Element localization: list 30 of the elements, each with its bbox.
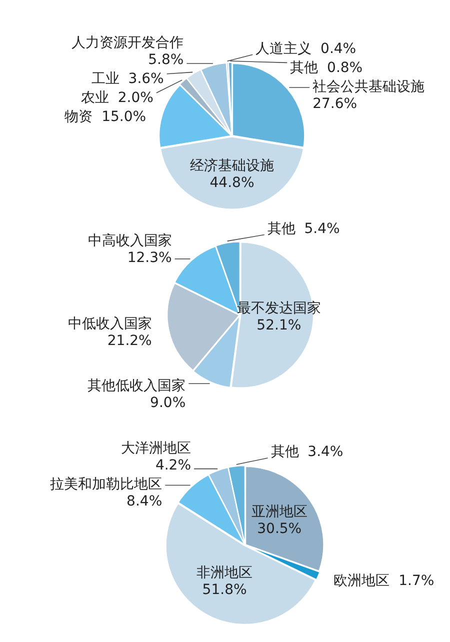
data-label: 21.2% (107, 333, 152, 350)
slice-label: 工业 3.6% (91, 71, 164, 88)
slice-label: 中高收入国家 (88, 233, 172, 250)
data-label: 12.3% (127, 250, 172, 266)
slice-label: 欧洲地区 1.7% (334, 572, 434, 589)
data-label: 8.4% (126, 494, 162, 510)
data-label: 44.8% (210, 175, 254, 192)
slice-label: 其他低收入国家 (88, 378, 186, 394)
slice-label: 经济基础设施 (190, 158, 274, 174)
data-label: 51.8% (202, 582, 247, 598)
slice-label: 社会公共基础设施 (312, 78, 425, 95)
data-label: 9.0% (150, 394, 186, 411)
slice-label: 拉美和加勒比地区 (50, 476, 162, 493)
slice-label: 亚洲地区 (251, 504, 308, 520)
data-label: 5.8% (148, 52, 184, 68)
data-label: 4.2% (155, 458, 192, 474)
data-label: 52.1% (256, 318, 302, 334)
data-label: 27.6% (312, 96, 358, 112)
data-label: 30.5% (257, 520, 302, 537)
slice-label: 中低收入国家 (68, 316, 152, 332)
slice-label: 大洋洲地区 (121, 440, 192, 457)
slice-label: 其他 0.8% (290, 60, 363, 76)
slice-label: 人道主义 0.4% (256, 40, 356, 57)
slice-label: 其他 3.4% (270, 444, 344, 460)
slice-label: 农业 2.0% (80, 90, 154, 106)
slice-label: 最不发达国家 (236, 300, 321, 317)
slice-label: 物资 15.0% (64, 109, 146, 126)
slice-label: 非洲地区 (196, 564, 253, 581)
slice-label: 人力资源开发合作 (72, 35, 184, 52)
slice-label: 其他 5.4% (267, 220, 340, 237)
